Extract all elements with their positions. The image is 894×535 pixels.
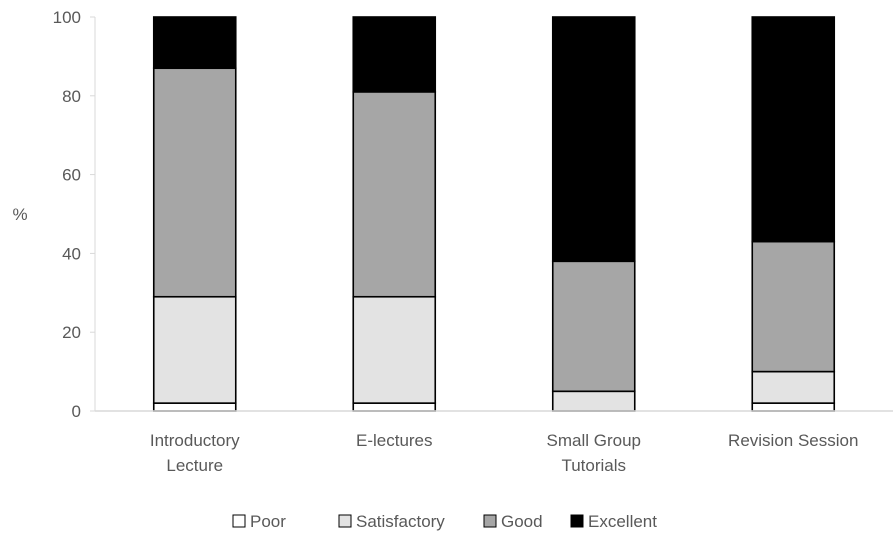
bar-segment-good bbox=[152, 67, 237, 298]
bar-segment-good bbox=[751, 240, 836, 373]
bar-segment-excellent bbox=[751, 16, 836, 243]
y-tick-label: 0 bbox=[72, 402, 81, 421]
legend-label: Good bbox=[501, 512, 543, 531]
y-tick-label: 40 bbox=[62, 244, 81, 263]
y-tick-label: 80 bbox=[62, 87, 81, 106]
y-tick-label: 60 bbox=[62, 166, 81, 185]
y-tick-label: 20 bbox=[62, 323, 81, 342]
bar-segment-satisfactory bbox=[352, 295, 437, 404]
bar-segment-satisfactory bbox=[551, 390, 636, 412]
x-category-label: Tutorials bbox=[561, 456, 626, 475]
legend-label: Excellent bbox=[588, 512, 657, 531]
y-axis-title: % bbox=[12, 205, 27, 224]
bar-segment-satisfactory bbox=[751, 370, 836, 404]
x-category-label: E-lectures bbox=[356, 431, 433, 450]
legend-label: Satisfactory bbox=[356, 512, 445, 531]
legend: Poor Satisfactory Good Excellent bbox=[232, 512, 657, 531]
bar-segment-good bbox=[551, 260, 636, 393]
legend-swatch bbox=[483, 514, 497, 528]
bar-segment-good bbox=[352, 91, 437, 298]
bar-segment-poor bbox=[352, 402, 437, 412]
plot-area: 0 20 40 60 80 100 Introductory Lecture E-lecture… bbox=[53, 8, 893, 475]
legend-swatch bbox=[570, 514, 584, 528]
bar-segment-excellent bbox=[352, 16, 437, 93]
legend-swatch bbox=[338, 514, 352, 528]
bar-segment-satisfactory bbox=[152, 295, 237, 404]
y-tick-label: 100 bbox=[53, 8, 81, 27]
bar-segment-excellent bbox=[551, 16, 636, 263]
x-category-label: Small Group bbox=[547, 431, 641, 450]
bar-segment-excellent bbox=[152, 16, 237, 70]
x-category-label: Lecture bbox=[166, 456, 223, 475]
bar-segment-poor bbox=[751, 402, 836, 412]
bar-segment-poor bbox=[152, 402, 237, 412]
legend-swatch bbox=[232, 514, 246, 528]
legend-label: Poor bbox=[250, 512, 286, 531]
x-category-label: Revision Session bbox=[728, 431, 858, 450]
x-category-label: Introductory bbox=[150, 431, 240, 450]
